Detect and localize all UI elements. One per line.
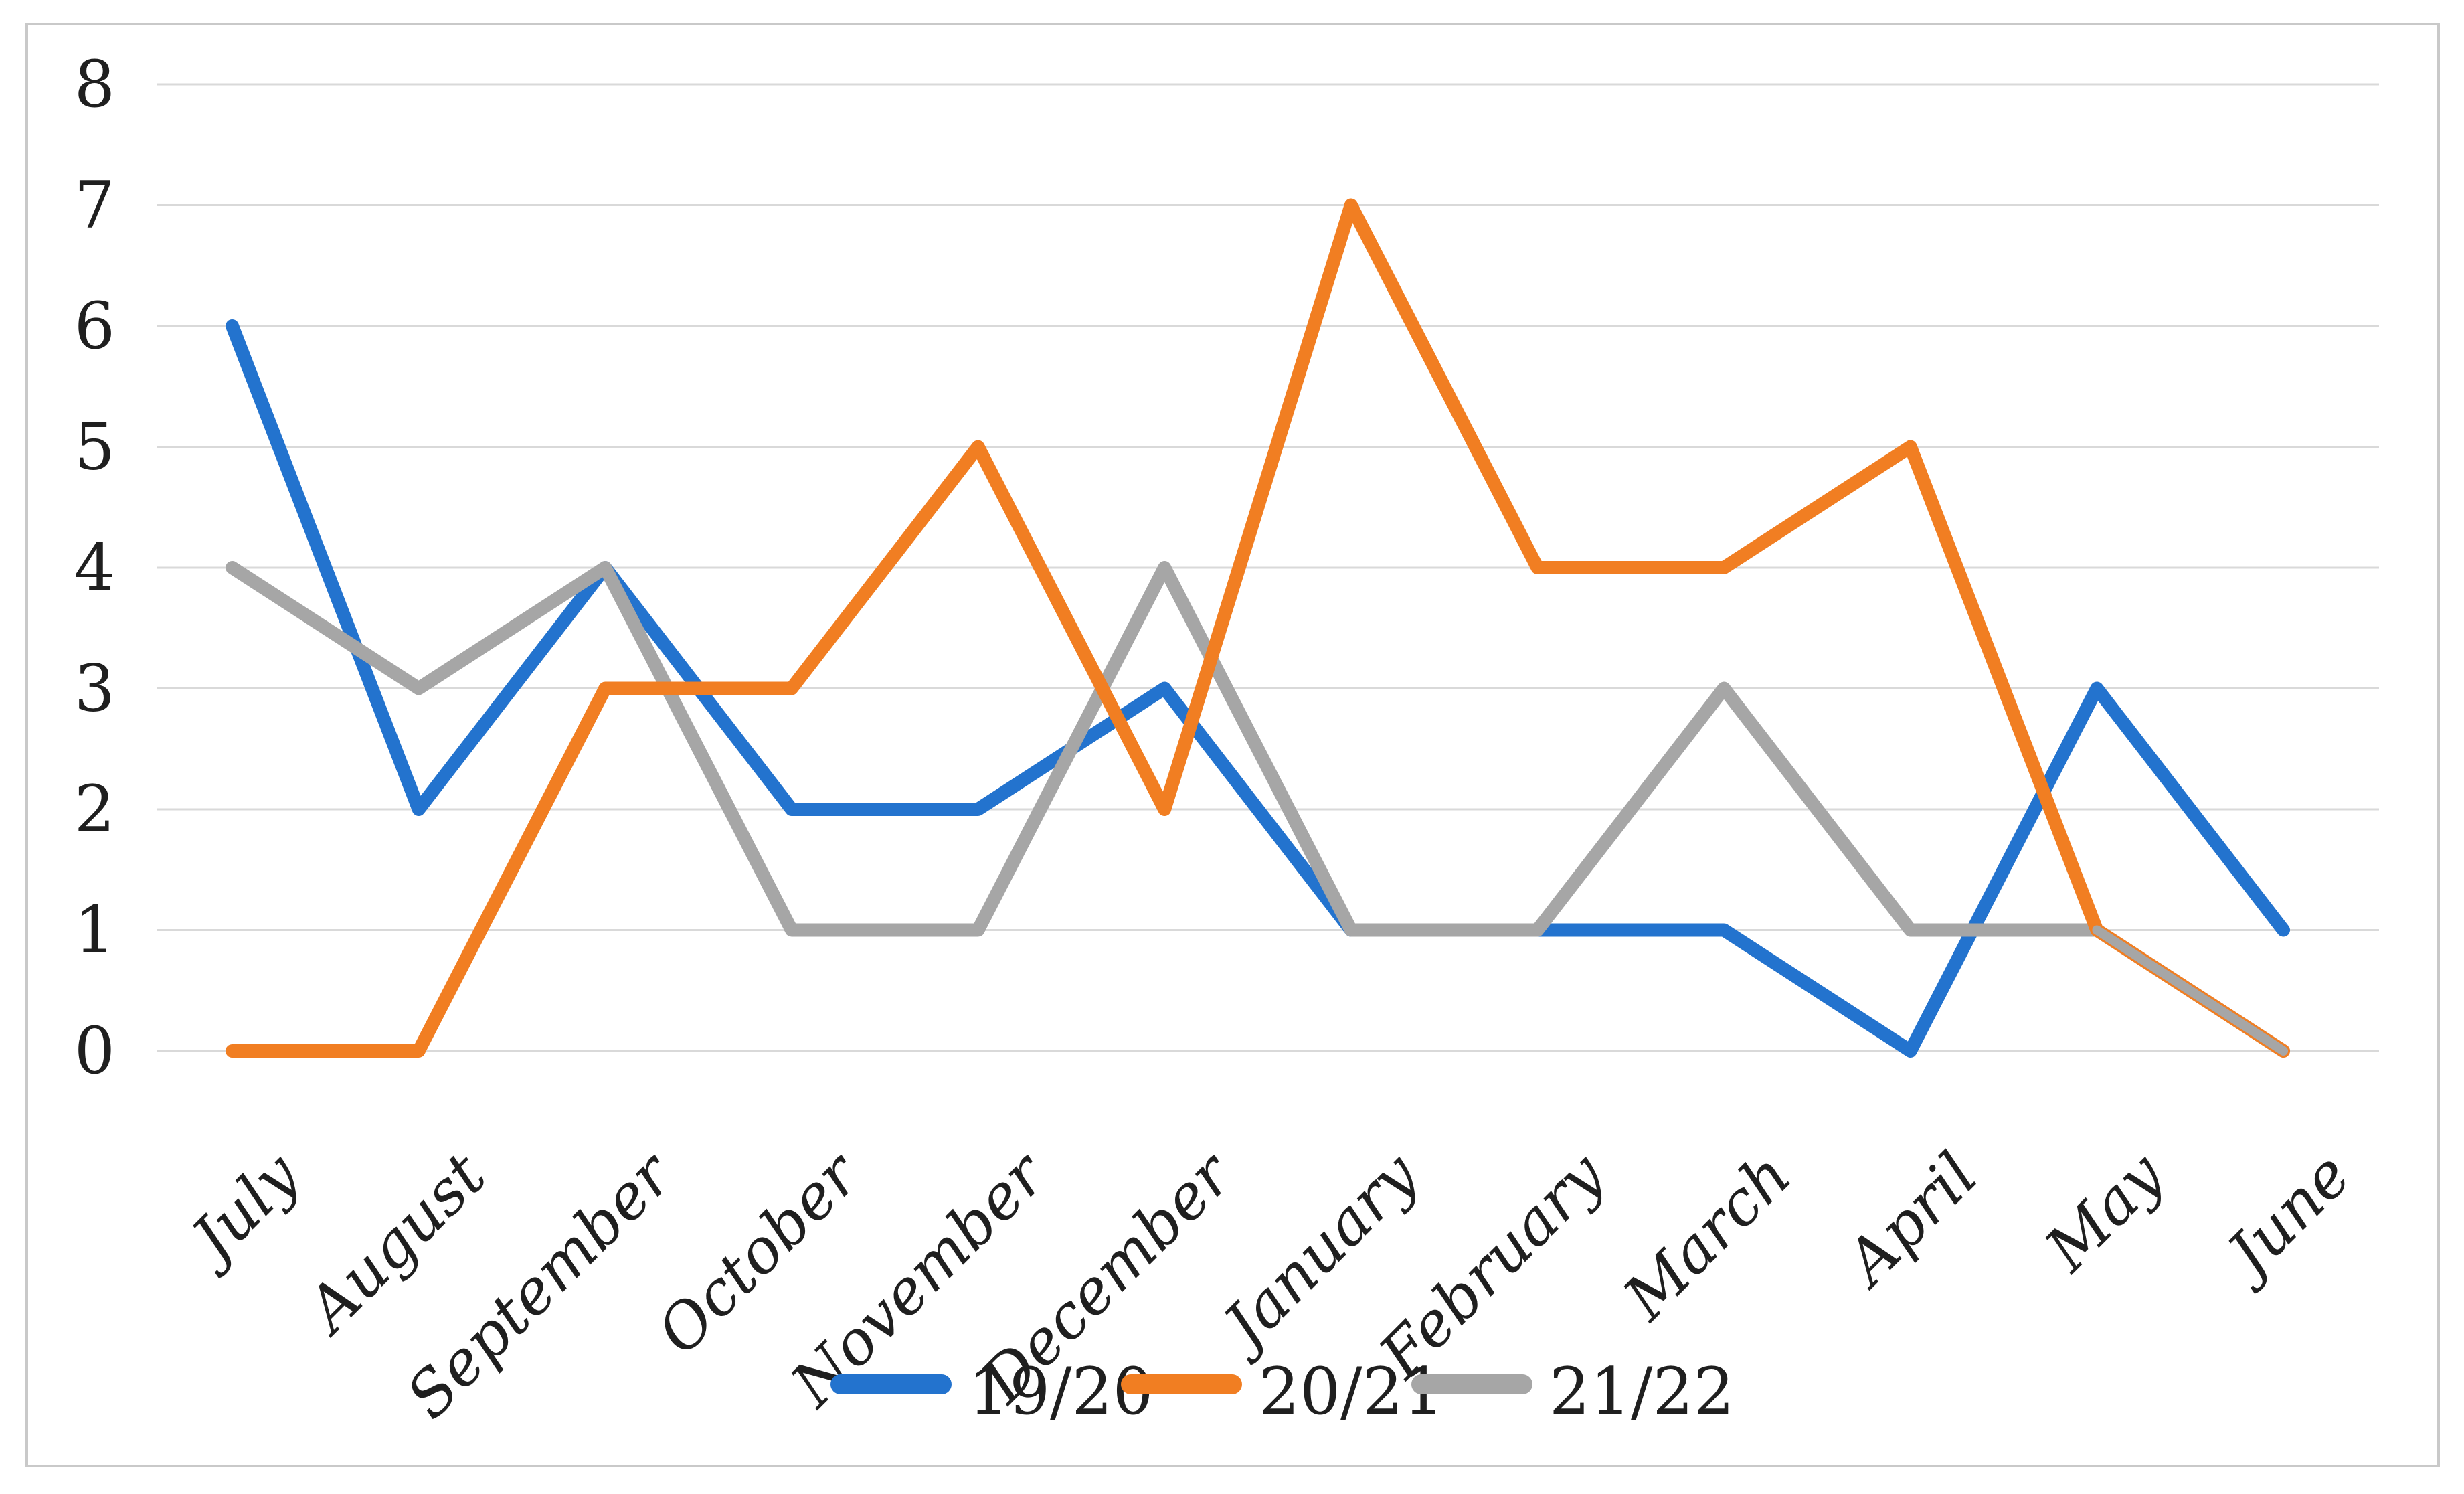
series-line-21-22	[226, 561, 2291, 1058]
x-axis-month-label: July	[171, 1139, 313, 1281]
y-axis-tick-label: 1	[74, 893, 115, 968]
x-axis-month-label: March	[1609, 1139, 1805, 1335]
y-axis-tick-label: 5	[74, 410, 115, 485]
legend-label: 20/21	[1259, 1354, 1444, 1429]
y-axis-tick-label: 0	[74, 1013, 115, 1088]
series-overlay-segment-21-22	[2092, 925, 2289, 1056]
series-line-19-20	[226, 319, 2291, 1058]
y-axis-tick-label: 3	[74, 651, 115, 726]
legend-label: 21/22	[1549, 1354, 1735, 1429]
y-axis-tick-label: 6	[74, 288, 115, 363]
x-axis-month-label: June	[2206, 1139, 2364, 1297]
x-axis-month-label: May	[2031, 1139, 2178, 1286]
figure-border	[25, 23, 2440, 1467]
y-axis-tick-label: 4	[74, 530, 115, 605]
x-axis-month-label: April	[1829, 1139, 1992, 1302]
legend-label: 19/20	[968, 1354, 1154, 1429]
y-axis-tick-label: 2	[74, 772, 115, 847]
y-axis-tick-label: 8	[74, 47, 115, 122]
series-line-20-21	[226, 198, 2291, 1058]
y-axis-tick-label: 7	[74, 168, 115, 243]
